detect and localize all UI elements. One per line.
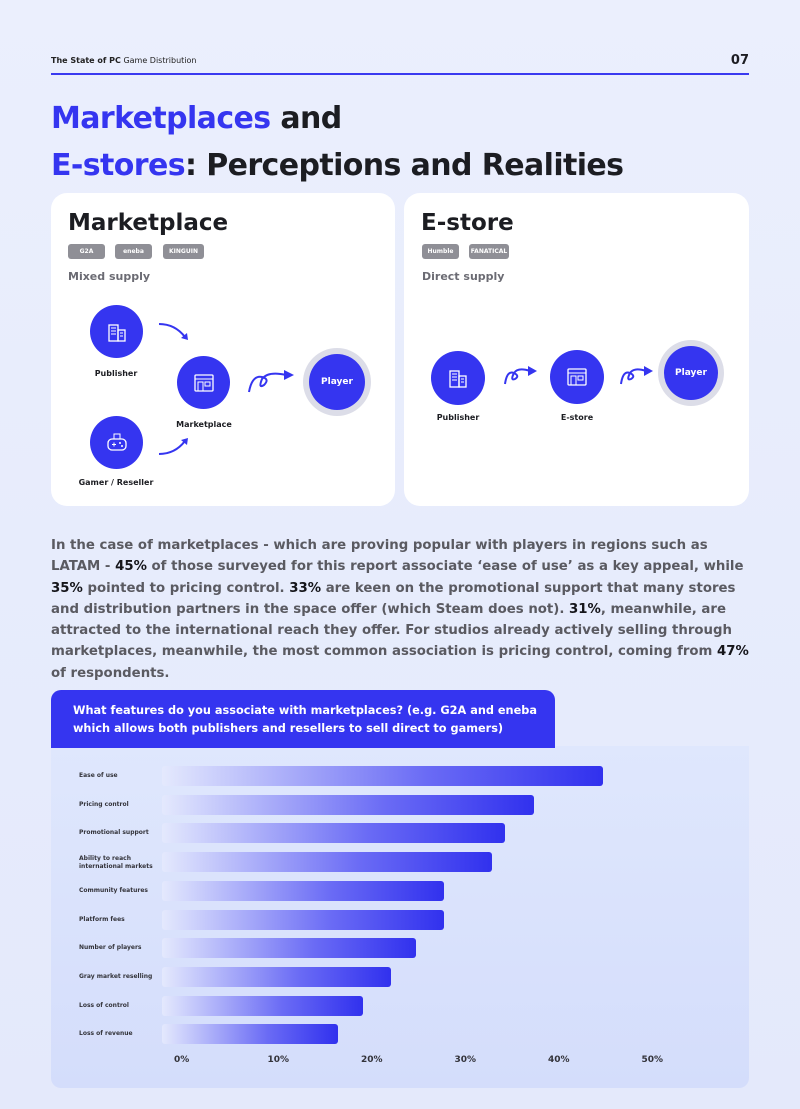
g2a-logo: G2A: [68, 244, 105, 259]
player-node: Player: [664, 346, 718, 400]
x-tick-label: 40%: [548, 1055, 570, 1065]
report-title: The State of PC Game Distribution: [51, 56, 197, 65]
estore-label: E-store: [560, 413, 594, 422]
publisher-node: [431, 351, 485, 405]
player-label: Player: [321, 377, 353, 387]
direct-supply-label: Direct supply: [422, 270, 505, 283]
bar-label: Ease of use: [79, 772, 118, 779]
estore-card: E-store Humble FANATICAL Direct supply P…: [404, 193, 749, 506]
marketplace-label: Marketplace: [176, 420, 232, 429]
x-tick-label: 10%: [267, 1055, 290, 1065]
page-header: The State of PC Game Distribution 07: [51, 53, 749, 75]
marketplace-node: [177, 356, 230, 409]
estore-node: [550, 350, 604, 404]
gamer-reseller-label: Gamer / Reseller: [78, 478, 154, 487]
curly-arrow-icon: [248, 370, 294, 393]
curly-arrow-icon: [504, 366, 537, 385]
chart-title: What features do you associate with mark…: [51, 690, 555, 748]
bar: [162, 966, 392, 987]
marketplace-card: Marketplace G2A eneba KINGUIN Mixed supp…: [51, 193, 395, 506]
bar: [162, 852, 493, 873]
publisher-label: Publisher: [436, 413, 480, 422]
bar: [162, 823, 505, 844]
bar-label: Promotional support: [79, 829, 149, 837]
player-node: Player: [309, 354, 365, 410]
bar-label: Number of players: [79, 944, 142, 952]
gamepad-icon: [106, 433, 127, 451]
estore-heading: E-store: [421, 210, 514, 236]
bar: [162, 1024, 339, 1045]
bar: [162, 995, 364, 1016]
bar: [162, 880, 444, 901]
storefront-icon: [193, 373, 214, 392]
bar-label: Community features: [79, 886, 148, 894]
body-paragraph: In the case of marketplaces - which are …: [51, 538, 749, 681]
bar-label: Platform fees: [79, 915, 125, 923]
eneba-logo: eneba: [115, 244, 152, 259]
bar-label: Gray market reselling: [79, 972, 153, 980]
x-tick-label: 50%: [641, 1055, 664, 1065]
bar-label: Loss of revenue: [79, 1030, 133, 1038]
bar: [162, 766, 603, 786]
fanatical-logo: FANATICAL: [469, 244, 509, 259]
humble-logo: Humble: [422, 244, 459, 259]
page-title: Marketplaces and E-stores: Perceptions a…: [51, 101, 624, 183]
marketplace-heading: Marketplace: [68, 210, 229, 236]
bar-label: Ability to reach international markets: [79, 855, 153, 871]
storefront-icon: [567, 368, 587, 386]
page-number: 07: [730, 53, 749, 68]
publisher-node: [90, 305, 143, 358]
bar: [162, 909, 444, 930]
player-label: Player: [675, 368, 707, 378]
arrow-icon: [158, 438, 188, 455]
x-tick-label: 30%: [454, 1055, 477, 1065]
kinguin-logo: KINGUIN: [163, 244, 204, 259]
arrow-icon: [158, 323, 188, 340]
bar: [162, 794, 534, 815]
building-icon: [107, 323, 126, 342]
x-tick-label: 0%: [174, 1055, 190, 1065]
bar: [162, 938, 416, 959]
building-icon: [449, 370, 467, 388]
mixed-supply-label: Mixed supply: [68, 270, 151, 283]
bar-label: Loss of control: [79, 1001, 129, 1009]
gamer-node: [90, 416, 143, 469]
curly-arrow-icon: [620, 366, 653, 385]
bar-label: Pricing control: [79, 800, 129, 808]
x-tick-label: 20%: [361, 1055, 383, 1065]
publisher-label: Publisher: [94, 369, 138, 378]
